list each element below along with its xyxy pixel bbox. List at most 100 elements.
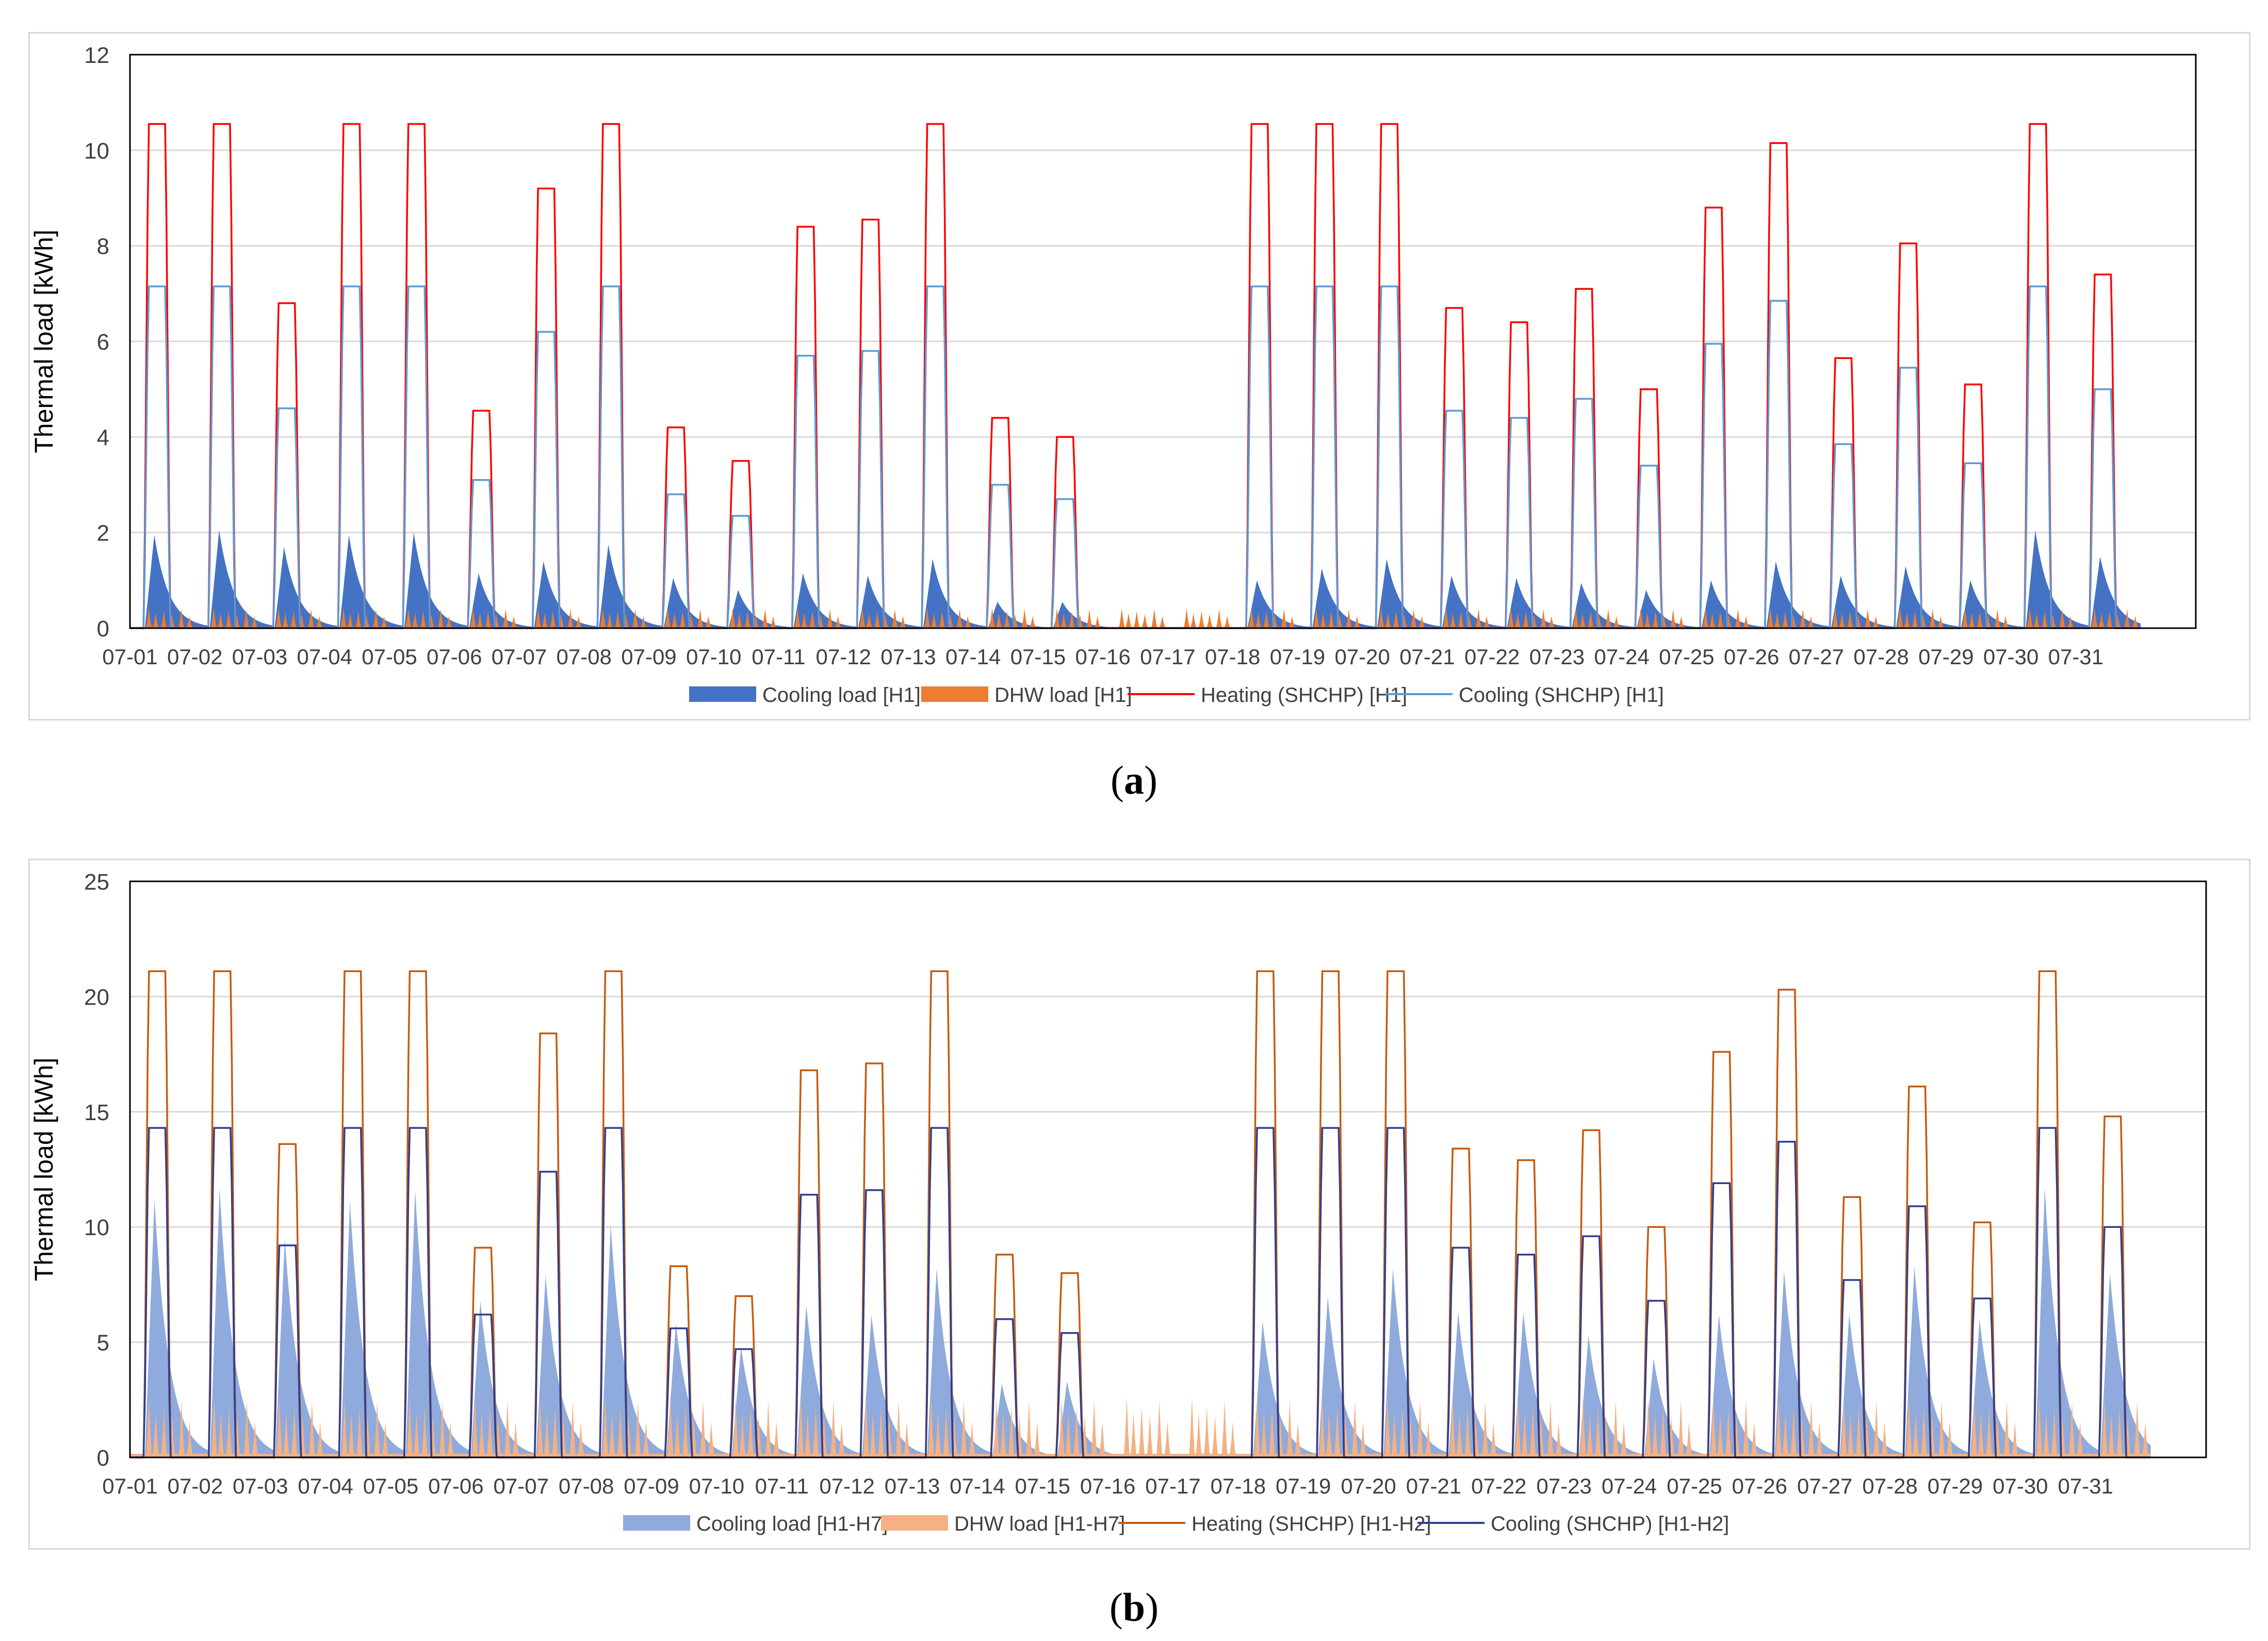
- chart-b-ylabel: Thermal load [kWh]: [30, 1058, 58, 1281]
- chart-a-cooling-shchp-line: [130, 285, 2141, 629]
- chart-a-xtick-label: 07-22: [1464, 645, 1520, 669]
- chart-b-cooling-load-area: [130, 1188, 2151, 1457]
- chart-b-xtick-label: 07-09: [624, 1474, 679, 1498]
- chart-a-svg: 0 2 4 6 8 10 12 Thermal load [kWh] 07-01 07-02 07-…: [29, 43, 2197, 707]
- chart-b-xtick-label: 07-18: [1211, 1474, 1266, 1498]
- caption-a-letter: a: [1124, 758, 1144, 802]
- chart-b-xtick-label: 07-01: [102, 1474, 157, 1498]
- chart-a-xtick-label: 07-06: [427, 645, 482, 669]
- chart-a-xtick-label: 07-21: [1399, 645, 1455, 669]
- chart-a-xtick-label: 07-26: [1724, 645, 1779, 669]
- chart-a-xtick-label: 07-18: [1205, 645, 1260, 669]
- chart-a-xtick-label: 07-23: [1529, 645, 1585, 669]
- chart-a-xtick-label: 07-13: [880, 645, 936, 669]
- chart-a-ytick-label: 10: [84, 138, 109, 163]
- chart-b-xtick-label: 07-06: [428, 1474, 483, 1498]
- chart-b-legend-label: Heating (SHCHP) [H1-H2]: [1192, 1513, 1431, 1535]
- chart-a-xtick-label: 07-27: [1789, 645, 1844, 669]
- chart-a-xtick-label: 07-01: [102, 645, 157, 669]
- chart-a-ytick-label: 8: [97, 234, 109, 259]
- chart-a-xtick-label: 07-29: [1918, 645, 1973, 669]
- chart-a-legend-label: DHW load [H1]: [994, 684, 1132, 707]
- chart-b-xtick-label: 07-23: [1537, 1474, 1592, 1498]
- chart-b-legend-label: Cooling (SHCHP) [H1-H2]: [1491, 1513, 1729, 1535]
- chart-b-legend-label: DHW load [H1-H7]: [954, 1513, 1125, 1535]
- chart-b-xtick-label: 07-04: [298, 1474, 353, 1498]
- chart-a-heating-shchp-line: [130, 123, 2141, 629]
- chart-a-legend-label: Cooling (SHCHP) [H1]: [1459, 684, 1664, 707]
- chart-b-ytick-label: 25: [84, 869, 109, 895]
- chart-b-ytick-label: 20: [84, 984, 109, 1010]
- chart-a-ylabel: Thermal load [kWh]: [30, 229, 58, 453]
- chart-a-xtick-label: 07-16: [1075, 645, 1130, 669]
- chart-a-xtick-label: 07-04: [297, 645, 352, 669]
- chart-panel-a: 0 2 4 6 8 10 12 Thermal load [kWh] 07-01 07-02 07-…: [28, 32, 2250, 720]
- chart-b-xtick-label: 07-27: [1797, 1474, 1852, 1498]
- chart-b-xtick-label: 07-20: [1341, 1474, 1396, 1498]
- chart-a-ytick-label: 6: [97, 330, 109, 355]
- chart-b-svg: 0 5 10 15 20 25 Thermal load [kWh] 07-01 07-02 07…: [29, 869, 2207, 1535]
- chart-b-xtick-label: 07-05: [363, 1474, 418, 1498]
- chart-a-legend-label: Heating (SHCHP) [H1]: [1201, 684, 1407, 707]
- chart-a-legend-swatch: [921, 686, 988, 702]
- chart-a-xtick-label: 07-10: [686, 645, 741, 669]
- chart-a-xtick-label: 07-15: [1010, 645, 1066, 669]
- chart-a-xtick-label: 07-25: [1659, 645, 1714, 669]
- chart-b-xtick-label: 07-17: [1145, 1474, 1200, 1498]
- chart-a-xtick-label: 07-30: [1983, 645, 2038, 669]
- chart-b-xtick-label: 07-24: [1602, 1474, 1657, 1498]
- chart-b-dhw-load-area: [130, 1397, 2151, 1457]
- chart-b-xtick-label: 07-22: [1471, 1474, 1526, 1498]
- chart-b-xtick-label: 07-11: [755, 1474, 809, 1498]
- chart-b-xtick-label: 07-13: [885, 1474, 940, 1498]
- caption-b-letter: b: [1122, 1585, 1146, 1630]
- caption-a: (a): [1111, 758, 1157, 802]
- chart-b-legend-swatch: [623, 1515, 690, 1531]
- chart-a-xtick-label: 07-14: [945, 645, 1001, 669]
- chart-b-legend-swatch: [881, 1515, 948, 1531]
- chart-b-xtick-label: 07-21: [1406, 1474, 1461, 1498]
- chart-b-ytick-label: 5: [97, 1331, 109, 1356]
- chart-a-ytick-label: 2: [97, 521, 109, 546]
- chart-a-xtick-label: 07-09: [621, 645, 676, 669]
- chart-b-xtick-label: 07-08: [559, 1474, 614, 1498]
- chart-a-xtick-label: 07-05: [362, 645, 417, 669]
- chart-b-xtick-label: 07-16: [1080, 1474, 1135, 1498]
- chart-a-xtick-label: 07-02: [167, 645, 222, 669]
- chart-b-legend-label: Cooling load [H1-H7]: [696, 1513, 888, 1535]
- chart-b-xtick-label: 07-03: [233, 1474, 288, 1498]
- chart-a-legend-label: Cooling load [H1]: [762, 684, 921, 707]
- chart-b-xtick-label: 07-07: [494, 1474, 549, 1498]
- chart-a-ytick-label: 12: [84, 43, 109, 68]
- chart-b-xtick-label: 07-12: [819, 1474, 874, 1498]
- chart-a-cooling-load-area: [130, 530, 2141, 628]
- chart-b-xtick-label: 07-26: [1732, 1474, 1787, 1498]
- chart-a-xtick-label: 07-19: [1270, 645, 1325, 669]
- chart-b-xtick-label: 07-31: [2058, 1474, 2113, 1498]
- chart-a-legend-swatch: [689, 686, 756, 702]
- chart-b-xtick-label: 07-29: [1928, 1474, 1983, 1498]
- chart-a-ytick-label: 4: [97, 425, 109, 450]
- chart-a-xtick-label: 07-08: [557, 645, 612, 669]
- chart-b-xtick-label: 07-25: [1667, 1474, 1722, 1498]
- chart-b-xtick-label: 07-14: [950, 1474, 1005, 1498]
- chart-a-xtick-label: 07-31: [2048, 645, 2103, 669]
- chart-a-plot-border: [129, 54, 2197, 629]
- chart-a-xtick-label: 07-24: [1594, 645, 1649, 669]
- chart-b-xtick-label: 07-19: [1276, 1474, 1331, 1498]
- chart-a-xtick-label: 07-03: [232, 645, 287, 669]
- chart-b-ytick-label: 15: [84, 1100, 109, 1125]
- chart-a-xtick-label: 07-11: [752, 645, 805, 669]
- chart-a-xtick-label: 07-17: [1140, 645, 1195, 669]
- chart-a-xtick-label: 07-12: [815, 645, 871, 669]
- chart-a-xtick-label: 07-20: [1334, 645, 1390, 669]
- chart-b-xtick-label: 07-30: [1993, 1474, 2048, 1498]
- chart-b-plot-border: [129, 880, 2207, 1458]
- chart-b-xtick-label: 07-15: [1015, 1474, 1070, 1498]
- chart-b-ytick-label: 0: [97, 1446, 109, 1471]
- chart-a-ytick-label: 0: [97, 616, 109, 642]
- chart-b-ytick-label: 10: [84, 1215, 109, 1240]
- chart-a-xtick-label: 07-07: [492, 645, 547, 669]
- chart-b-xtick-label: 07-02: [168, 1474, 223, 1498]
- chart-panel-b: 0 5 10 15 20 25 Thermal load [kWh] 07-01 07-02 07…: [28, 859, 2250, 1550]
